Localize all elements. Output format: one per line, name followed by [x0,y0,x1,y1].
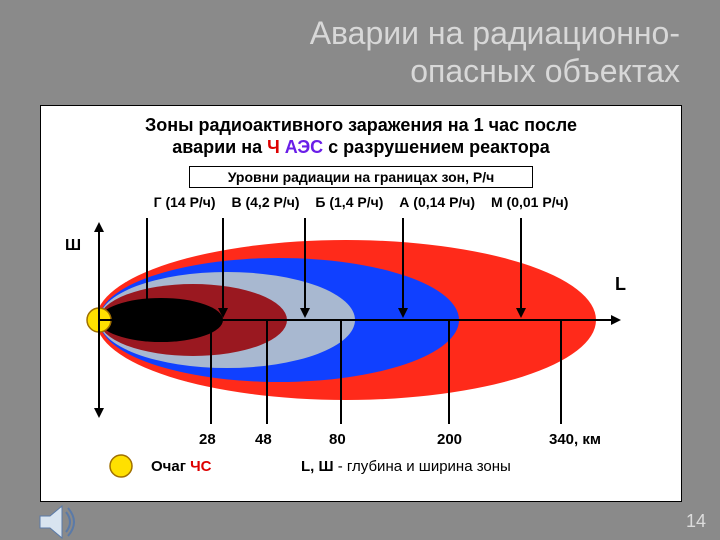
title-line-1: Аварии на радиационно- [0,14,680,52]
zone-label-g: Г (14 Р/ч) [154,194,216,210]
diagram-card: Зоны радиоактивного заражения на 1 час п… [40,105,682,502]
title-line-2: опасных объектах [0,52,680,90]
heading-pre: Зоны радиоактивного заражения на 1 час п… [145,115,577,135]
heading-post: аварии на [172,137,267,157]
plume-diagram: Ш L 28 48 80 200 340, км Очаг ЧС L, Ш - глубина … [51,210,671,480]
speaker-icon [34,498,82,540]
slide-title: Аварии на радиационно- опасных объектах [0,0,720,96]
svg-text:Очаг ЧС: Очаг ЧС [151,458,212,475]
zone-label-m: М (0,01 Р/ч) [491,194,568,210]
page-number: 14 [686,511,706,532]
svg-text:L, Ш - глубина и ширина зоны: L, Ш - глубина и ширина зоны [301,458,511,475]
svg-text:200: 200 [437,431,462,448]
svg-text:80: 80 [329,431,346,448]
heading-tail: с разрушением реактора [323,137,550,157]
svg-text:48: 48 [255,431,272,448]
svg-text:28: 28 [199,431,216,448]
zone-label-b: Б (1,4 Р/ч) [315,194,383,210]
svg-text:340, км: 340, км [549,431,601,448]
svg-text:Ш: Ш [65,237,81,254]
svg-text:L: L [615,274,626,294]
legend-box: Уровни радиации на границах зон, Р/ч [189,166,533,188]
zone-label-v: В (4,2 Р/ч) [231,194,299,210]
heading-ch: Ч [267,137,285,157]
zone-label-a: А (0,14 Р/ч) [399,194,475,210]
card-title: Зоны радиоактивного заражения на 1 час п… [41,114,681,158]
heading-aes: АЭС [285,137,323,157]
zone-labels-row: Г (14 Р/ч) В (4,2 Р/ч) Б (1,4 Р/ч) А (0,… [41,194,681,210]
